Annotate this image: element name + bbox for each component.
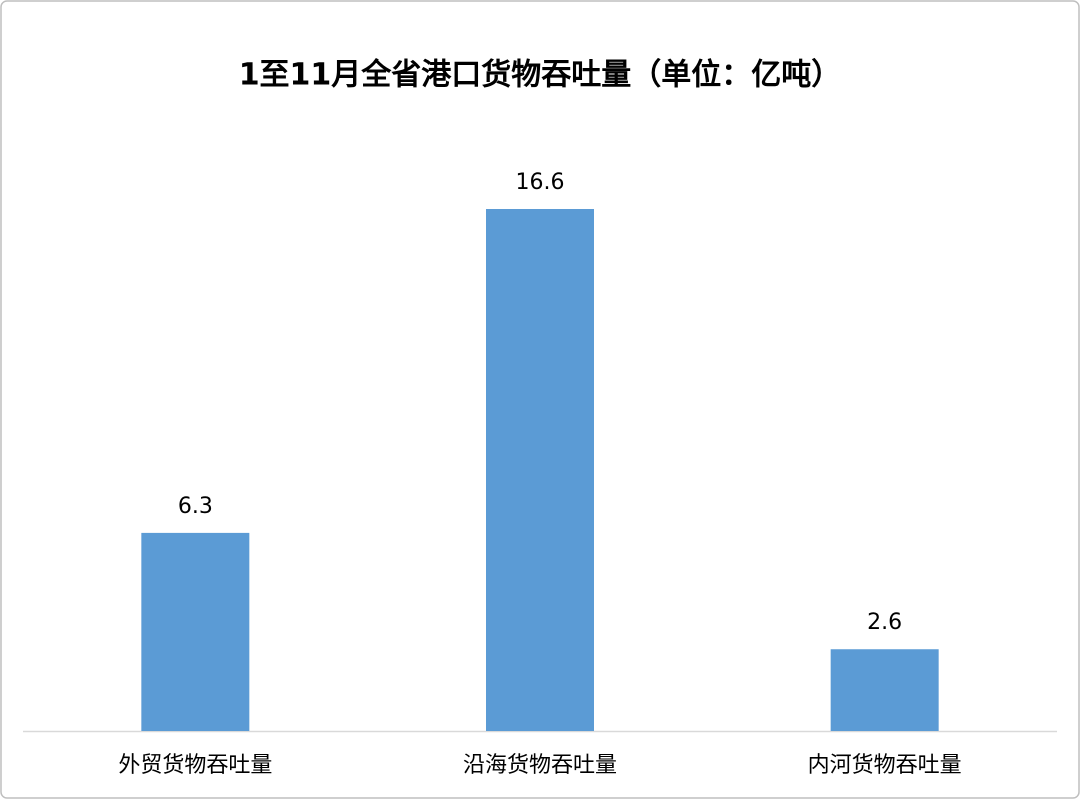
bar bbox=[486, 209, 594, 731]
x-tick-label: 内河货物吞吐量 bbox=[808, 753, 962, 778]
x-tick-label: 外贸货物吞吐量 bbox=[118, 753, 272, 778]
chart-title: 1至11月全省港口货物吞吐量（单位：亿吨） bbox=[239, 58, 842, 93]
bar bbox=[141, 532, 250, 731]
bar bbox=[830, 649, 939, 731]
data-label: 6.3 bbox=[178, 494, 213, 519]
data-label: 16.6 bbox=[516, 170, 565, 195]
data-label: 2.6 bbox=[867, 610, 902, 635]
x-tick-label: 沿海货物吞吐量 bbox=[463, 753, 617, 778]
